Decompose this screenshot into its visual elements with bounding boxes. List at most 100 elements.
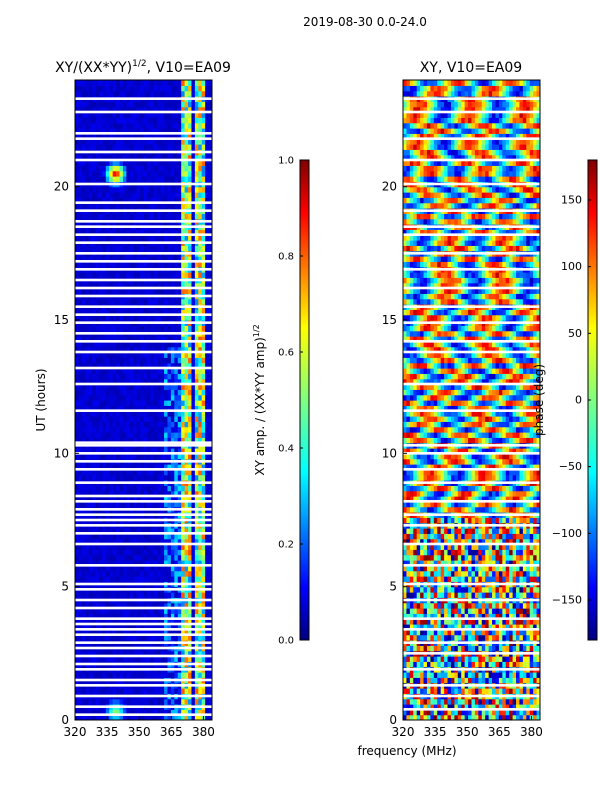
left-heatmap-cell — [116, 229, 121, 236]
left-heatmap-cell — [167, 288, 172, 294]
left-heatmap-cell — [164, 373, 169, 380]
left-heatmap-cell — [201, 656, 206, 662]
left-heatmap-cell — [167, 629, 172, 636]
left-heatmap-cell — [112, 256, 117, 262]
left-heatmap-cell — [188, 176, 193, 182]
left-heatmap-cell — [153, 496, 158, 502]
left-heatmap-cell — [201, 533, 206, 540]
left-heatmap-cell — [153, 272, 158, 278]
left-heatmap-cell — [126, 112, 131, 118]
left-heatmap-cell — [133, 618, 138, 625]
left-heatmap-cell — [174, 485, 179, 492]
left-flagged-row — [75, 132, 212, 135]
left-heatmap-cell — [150, 325, 155, 332]
left-xtick-label: 335 — [96, 725, 119, 739]
left-heatmap-cell — [126, 421, 131, 428]
left-heatmap-cell — [116, 688, 121, 694]
left-heatmap-cell — [164, 346, 169, 353]
left-heatmap-cell — [188, 624, 193, 630]
left-heatmap-cell — [129, 138, 134, 145]
left-heatmap-cell — [170, 410, 175, 417]
left-heatmap-cell — [150, 112, 155, 118]
left-heatmap-cell — [92, 528, 97, 534]
left-heatmap-cell — [143, 346, 148, 353]
left-heatmap-cell — [143, 421, 148, 428]
left-heatmap-cell — [116, 496, 121, 502]
left-heatmap-cell — [198, 352, 203, 358]
left-heatmap-cell — [157, 432, 162, 438]
left-heatmap-cell — [143, 485, 148, 492]
left-heatmap-cell — [170, 624, 175, 630]
left-heatmap-cell — [75, 288, 80, 294]
left-heatmap-cell — [126, 544, 131, 550]
left-flagged-row — [75, 705, 212, 708]
left-heatmap-cell — [122, 560, 127, 566]
left-heatmap-cell — [205, 528, 210, 534]
left-heatmap-cell — [78, 485, 83, 492]
left-flagged-row — [75, 278, 212, 282]
right-heatmap-cell — [533, 709, 538, 716]
left-heatmap-cell — [150, 165, 155, 172]
left-flagged-row — [75, 662, 212, 666]
left-heatmap-cell — [102, 501, 107, 508]
left-heatmap-cell — [129, 384, 134, 390]
left-heatmap-cell — [98, 309, 103, 316]
left-heatmap-cell — [95, 154, 100, 161]
left-heatmap-cell — [85, 197, 90, 204]
left-heatmap-cell — [92, 165, 97, 172]
left-heatmap-cell — [92, 144, 97, 150]
left-heatmap-cell — [198, 416, 203, 422]
left-heatmap-cell — [140, 592, 145, 598]
left-heatmap-cell — [129, 549, 134, 556]
left-heatmap-cell — [102, 400, 107, 406]
left-heatmap-cell — [188, 245, 193, 252]
left-heatmap-cell — [170, 426, 175, 433]
left-heatmap-cell — [122, 421, 127, 428]
left-heatmap-cell — [188, 538, 193, 545]
left-heatmap-cell — [174, 170, 179, 177]
left-heatmap-cell — [198, 144, 203, 150]
left-heatmap-cell — [88, 160, 93, 166]
left-heatmap-cell — [95, 538, 100, 545]
left-heatmap-cell — [181, 565, 186, 572]
left-heatmap-cell — [170, 133, 175, 140]
left-heatmap-cell — [177, 368, 182, 374]
left-heatmap-cell — [153, 613, 158, 620]
left-heatmap-cell — [85, 234, 90, 241]
left-heatmap-cell — [105, 602, 110, 609]
left-heatmap-cell — [160, 698, 165, 705]
left-heatmap-cell — [201, 346, 206, 353]
left-heatmap-cell — [146, 453, 151, 460]
left-heatmap-cell — [85, 309, 90, 316]
left-heatmap-cell — [188, 325, 193, 332]
left-heatmap-cell — [105, 698, 110, 705]
left-heatmap-cell — [164, 170, 169, 177]
left-heatmap-cell — [194, 496, 199, 502]
left-heatmap-cell — [126, 565, 131, 572]
left-heatmap-cell — [119, 384, 124, 390]
left-heatmap-cell — [181, 602, 186, 609]
left-heatmap-cell — [140, 394, 145, 401]
right-heatmap-cell — [403, 709, 408, 716]
left-heatmap-cell — [102, 197, 107, 204]
left-heatmap-cell — [119, 485, 124, 492]
left-heatmap-cell — [75, 384, 80, 390]
left-heatmap-cell — [85, 357, 90, 364]
left-heatmap-cell — [194, 128, 199, 134]
left-heatmap-cell — [119, 389, 124, 396]
left-heatmap-cell — [109, 309, 114, 316]
left-heatmap-cell — [146, 314, 151, 321]
left-heatmap-cell — [75, 213, 80, 220]
left-heatmap-cell — [136, 122, 141, 129]
left-heatmap-cell — [136, 592, 141, 598]
left-heatmap-cell — [116, 160, 121, 166]
left-heatmap-cell — [136, 352, 141, 358]
left-heatmap-cell — [85, 560, 90, 566]
left-heatmap-cell — [157, 341, 162, 348]
left-flagged-row — [75, 209, 212, 212]
left-heatmap-cell — [208, 165, 212, 172]
left-heatmap-cell — [188, 378, 193, 385]
left-heatmap-cell — [181, 533, 186, 540]
left-heatmap-cell — [140, 464, 145, 470]
left-heatmap-cell — [102, 634, 107, 641]
